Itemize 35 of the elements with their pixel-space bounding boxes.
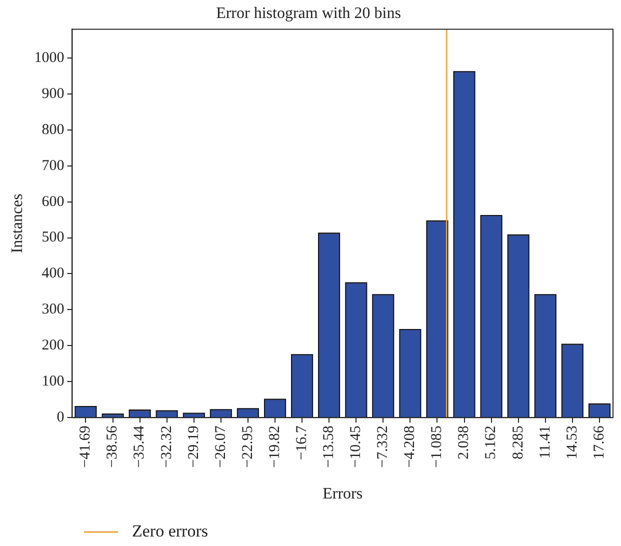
x-tick-label: −19.82	[266, 426, 283, 468]
x-tick-label: −32.32	[158, 426, 175, 468]
x-tick-label: −41.69	[78, 426, 94, 468]
y-tick-label: 900	[42, 86, 64, 102]
y-tick-label: 1000	[34, 50, 64, 66]
x-tick-label: 5.162	[483, 426, 500, 460]
x-tick-label: −4.208	[402, 426, 418, 468]
y-tick-label: 700	[42, 158, 64, 174]
x-tick-label: −7.332	[375, 426, 392, 468]
y-axis-title: Instances	[8, 194, 26, 254]
x-tick-label: 8.285	[510, 426, 526, 460]
y-tick-label: 600	[42, 194, 64, 210]
x-tick-label: −16.7	[294, 425, 310, 460]
x-tick-label: −38.56	[104, 425, 121, 468]
x-tick-label: −35.44	[132, 425, 148, 468]
chart-title: Error histogram with 20 bins	[216, 4, 401, 22]
x-tick-label: 14.53	[564, 426, 580, 460]
x-tick-label: −29.19	[186, 426, 202, 468]
x-tick-label: −22.95	[240, 426, 256, 468]
x-tick-label: −10.45	[348, 426, 364, 468]
x-tick-label: −26.07	[212, 425, 229, 468]
x-tick-label: 2.038	[456, 426, 472, 460]
x-tick-label: −1.085	[429, 426, 446, 468]
y-tick-label: 200	[42, 338, 64, 354]
y-tick-label: 500	[42, 230, 64, 246]
y-tick-label: 300	[42, 302, 64, 318]
y-tick-label: 100	[42, 374, 64, 390]
y-tick-label: 800	[42, 122, 64, 138]
y-tick-label: 0	[56, 410, 64, 426]
x-tick-label: 17.66	[591, 425, 608, 460]
x-tick-label: −13.58	[320, 426, 337, 468]
x-tick-label: 11.41	[537, 426, 554, 459]
x-axis-title: Errors	[322, 486, 363, 503]
legend-label: Zero errors	[132, 521, 208, 540]
y-tick-label: 400	[42, 266, 64, 282]
